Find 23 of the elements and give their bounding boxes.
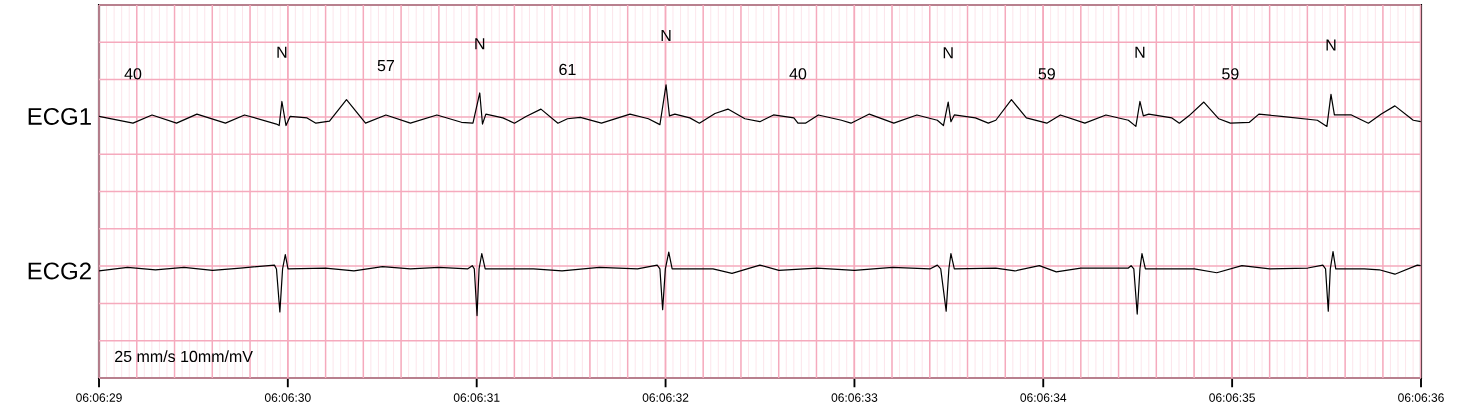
annotation: N (1326, 39, 1336, 51)
annotation: 57 (377, 60, 395, 72)
x-tick-label: 06:06:31 (453, 393, 500, 402)
x-tick-label: 06:06:33 (831, 393, 878, 402)
annotation: 59 (1038, 68, 1055, 80)
x-tick-label: 06:06:30 (264, 393, 311, 402)
x-tick-label: 06:06:36 (1398, 393, 1444, 402)
x-tick-label: 06:06:35 (1209, 393, 1255, 402)
annotation: N (277, 46, 287, 58)
annotation: N (1135, 46, 1145, 58)
annotation: 40 (124, 68, 142, 80)
annotation: 59 (1222, 68, 1239, 80)
annotation: 61 (559, 63, 576, 76)
annotation: ECG2 (28, 262, 91, 280)
annotation: 40 (789, 68, 807, 80)
annotation: N (475, 38, 485, 50)
annotation: N (661, 29, 671, 41)
annotation: ECG1 (28, 107, 91, 125)
x-tick-label: 06:06:34 (1020, 393, 1067, 402)
x-tick-label: 06:06:29 (76, 393, 122, 402)
annotation: 25 mm/s 10mm/mV (115, 350, 253, 363)
x-tick-label: 06:06:32 (642, 393, 689, 402)
annotation: N (943, 47, 953, 59)
